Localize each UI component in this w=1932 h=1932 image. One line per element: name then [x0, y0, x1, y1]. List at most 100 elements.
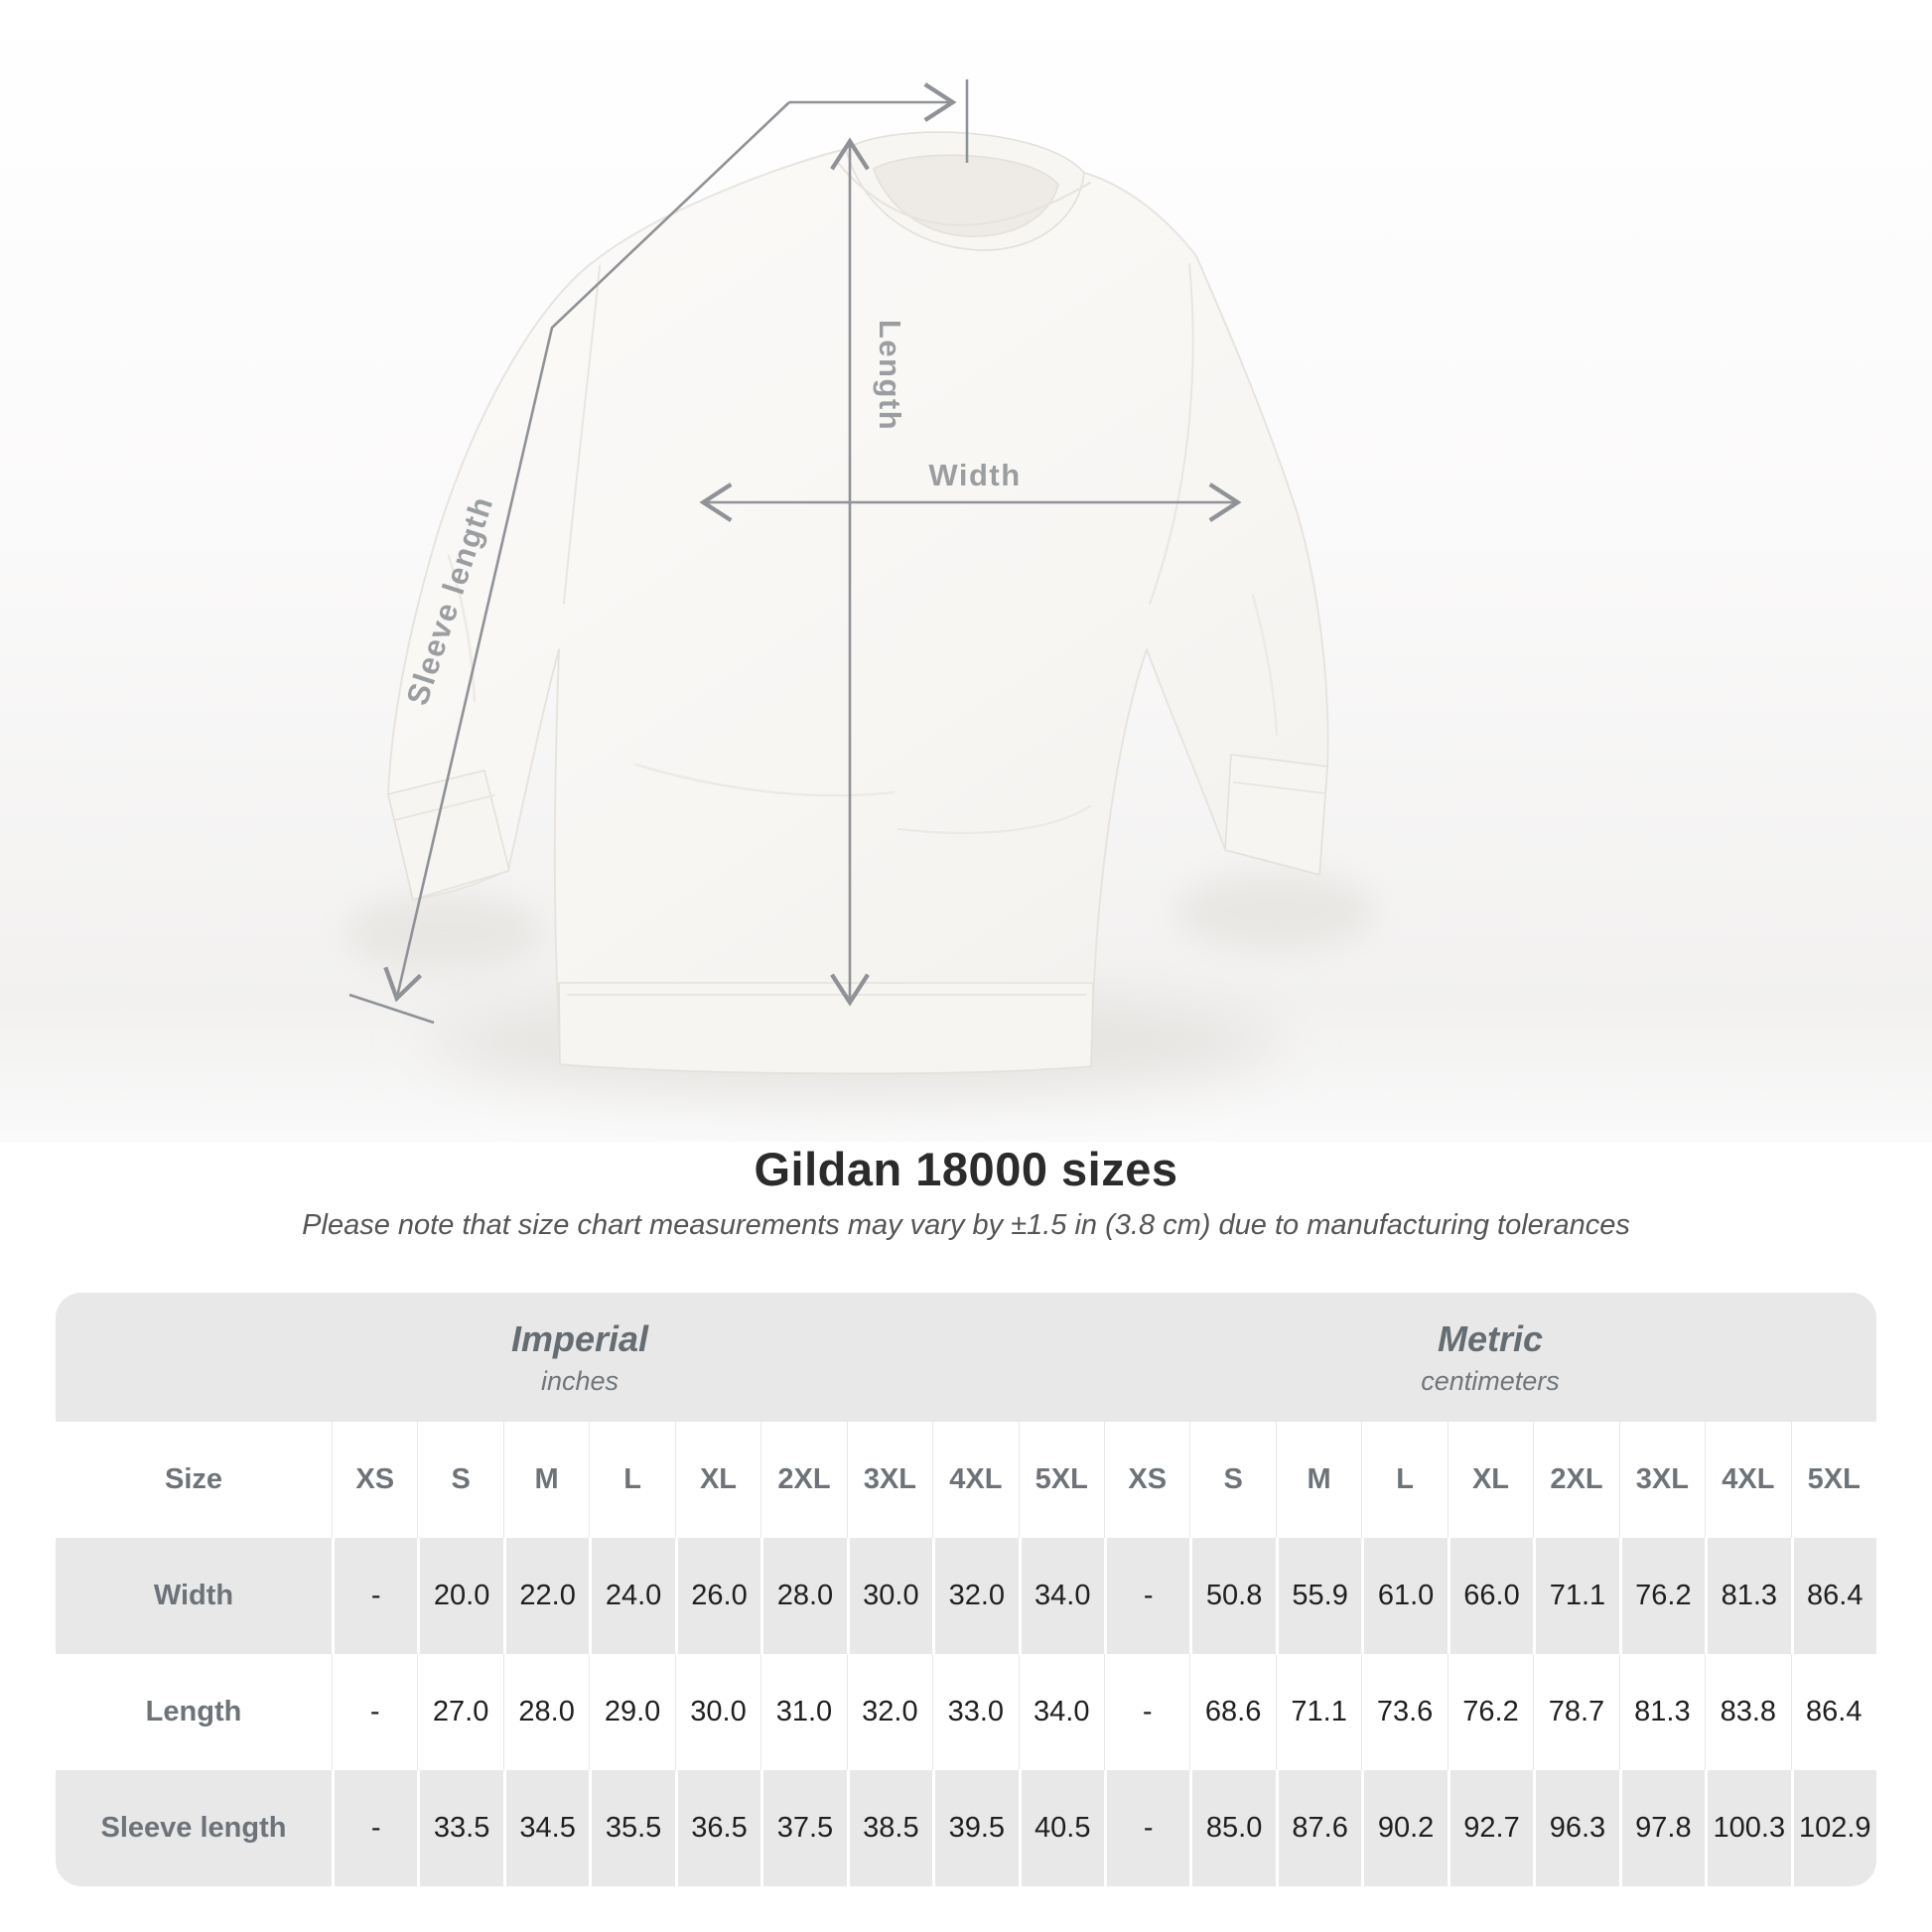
table-cell: 22.0	[502, 1538, 590, 1654]
table-cell: 85.0	[1189, 1770, 1276, 1886]
table-cell: 55.9	[1275, 1538, 1362, 1654]
size-header-cell: XL	[1447, 1422, 1534, 1538]
table-cell: 35.5	[589, 1770, 675, 1886]
table-cell: 50.8	[1189, 1538, 1276, 1654]
size-header-cell: 5XL	[1018, 1422, 1104, 1538]
metric-title: Metric	[1437, 1317, 1544, 1359]
table-cell: -	[1103, 1770, 1190, 1886]
table-cell: 27.0	[417, 1654, 503, 1770]
table-cell: 92.7	[1447, 1770, 1534, 1886]
row-label: Sleeve length	[56, 1770, 332, 1886]
table-cell: 97.8	[1618, 1770, 1706, 1886]
garment-seams	[563, 263, 1194, 605]
table-cell: 32.0	[846, 1654, 933, 1770]
table-cell: 38.5	[846, 1770, 933, 1886]
table-cell: 66.0	[1447, 1538, 1534, 1654]
size-header-cell: 5XL	[1790, 1422, 1876, 1538]
table-cell: 28.0	[760, 1538, 847, 1654]
table-cell: -	[332, 1770, 418, 1886]
table-cell: 86.4	[1790, 1654, 1876, 1770]
table-cell: 71.1	[1275, 1654, 1362, 1770]
size-header-cell: XL	[674, 1422, 761, 1538]
metric-subtitle: centimeters	[1421, 1365, 1560, 1396]
table-cell: 24.0	[589, 1538, 675, 1654]
sleeve-length-tick	[348, 993, 435, 1025]
table-cell: 76.2	[1447, 1654, 1534, 1770]
table-cell: -	[332, 1538, 418, 1654]
size-header-cell: 2XL	[760, 1422, 847, 1538]
right-cuff-seam	[1233, 781, 1325, 794]
table-cell: 68.6	[1189, 1654, 1276, 1770]
table-cell: 32.0	[932, 1538, 1019, 1654]
size-header-cell: 3XL	[1618, 1422, 1706, 1538]
table-cell: 33.0	[932, 1654, 1019, 1770]
size-header-cell: L	[1361, 1422, 1448, 1538]
row-label: Length	[56, 1654, 332, 1770]
table-cell: -	[1103, 1538, 1190, 1654]
table-cell: 81.3	[1705, 1538, 1791, 1654]
page-title: Gildan 18000 sizes	[754, 1143, 1178, 1195]
table-cell: 36.5	[674, 1770, 761, 1886]
imperial-title: Imperial	[510, 1317, 649, 1359]
size-header-cell: XS	[332, 1422, 418, 1538]
table-cell: 34.0	[1018, 1538, 1104, 1654]
table-cell: 29.0	[589, 1654, 675, 1770]
table-cell: 96.3	[1533, 1770, 1619, 1886]
table-row-sleeve-length: Sleeve length -33.5 34.5 35.5 36.5 37.5 38.5 39…	[56, 1770, 1876, 1886]
size-header-cell: L	[589, 1422, 675, 1538]
product-diagram: Length Width Sleeve length	[0, 0, 1932, 1142]
table-cell: 28.0	[502, 1654, 590, 1770]
table-cell: 90.2	[1361, 1770, 1448, 1886]
measurement-overlay	[348, 79, 1242, 1025]
table-cell: 83.8	[1705, 1654, 1791, 1770]
size-header-cell: 4XL	[1705, 1422, 1791, 1538]
left-cuff-seam	[394, 794, 495, 821]
table-cell: 37.5	[760, 1770, 847, 1886]
table-cell: 39.5	[932, 1770, 1019, 1886]
size-header-cell: S	[1189, 1422, 1276, 1538]
table-cell: -	[1103, 1654, 1190, 1770]
table-cell: 76.2	[1618, 1538, 1706, 1654]
size-header-cell: M	[502, 1422, 590, 1538]
size-header-cell: XS	[1103, 1422, 1190, 1538]
page-subtitle: Please note that size chart measurements…	[302, 1209, 1630, 1241]
table-row-width: Width -20.0 22.0 24.0 26.0 28.0 30.0 32.0 34.0-5…	[56, 1538, 1876, 1654]
table-cell: 73.6	[1361, 1654, 1448, 1770]
table-cell: 102.9	[1790, 1770, 1876, 1886]
table-cell: 34.5	[502, 1770, 590, 1886]
size-header-cell: 2XL	[1533, 1422, 1619, 1538]
sleeve-length-line	[383, 101, 790, 1003]
table-cell: 78.7	[1533, 1654, 1619, 1770]
table-cell: 30.0	[846, 1538, 933, 1654]
table-row-length: Length -27.0 28.0 29.0 30.0 31.0 32.0 33.0 34.0-…	[56, 1654, 1876, 1770]
table-cell: 81.3	[1618, 1654, 1706, 1770]
table-cell: 100.3	[1705, 1770, 1791, 1886]
row-label: Width	[56, 1538, 332, 1654]
table-cell: 26.0	[674, 1538, 761, 1654]
length-label: Length	[873, 320, 907, 431]
table-cell: 33.5	[417, 1770, 503, 1886]
table-cell: 31.0	[760, 1654, 847, 1770]
hem-band	[558, 982, 1094, 1075]
table-cell: 86.4	[1790, 1538, 1876, 1654]
imperial-subtitle: inches	[540, 1365, 620, 1396]
size-column-header: Size	[56, 1422, 332, 1538]
unit-header-row: Imperial inches Metric centimeters	[56, 1293, 1876, 1422]
size-header-cell: 4XL	[932, 1422, 1019, 1538]
table-cell: 61.0	[1361, 1538, 1448, 1654]
size-header-cell: M	[1275, 1422, 1362, 1538]
size-table: Imperial inches Metric centimeters Size …	[56, 1293, 1876, 1886]
size-header-row: Size XS S M L XL 2XL 3XL 4XL 5XL XS S M L XL 2XL 3XL 4XL…	[56, 1422, 1876, 1538]
table-cell: 20.0	[417, 1538, 503, 1654]
left-cuff	[387, 769, 510, 900]
table-cell: -	[332, 1654, 418, 1770]
table-cell: 30.0	[674, 1654, 761, 1770]
table-cell: 34.0	[1018, 1654, 1104, 1770]
table-cell: 87.6	[1275, 1770, 1362, 1886]
size-header-cell: 3XL	[846, 1422, 933, 1538]
table-cell: 71.1	[1533, 1538, 1619, 1654]
unit-header-metric: Metric centimeters	[1104, 1293, 1876, 1422]
width-label: Width	[928, 458, 1021, 492]
size-header-cell: S	[417, 1422, 503, 1538]
